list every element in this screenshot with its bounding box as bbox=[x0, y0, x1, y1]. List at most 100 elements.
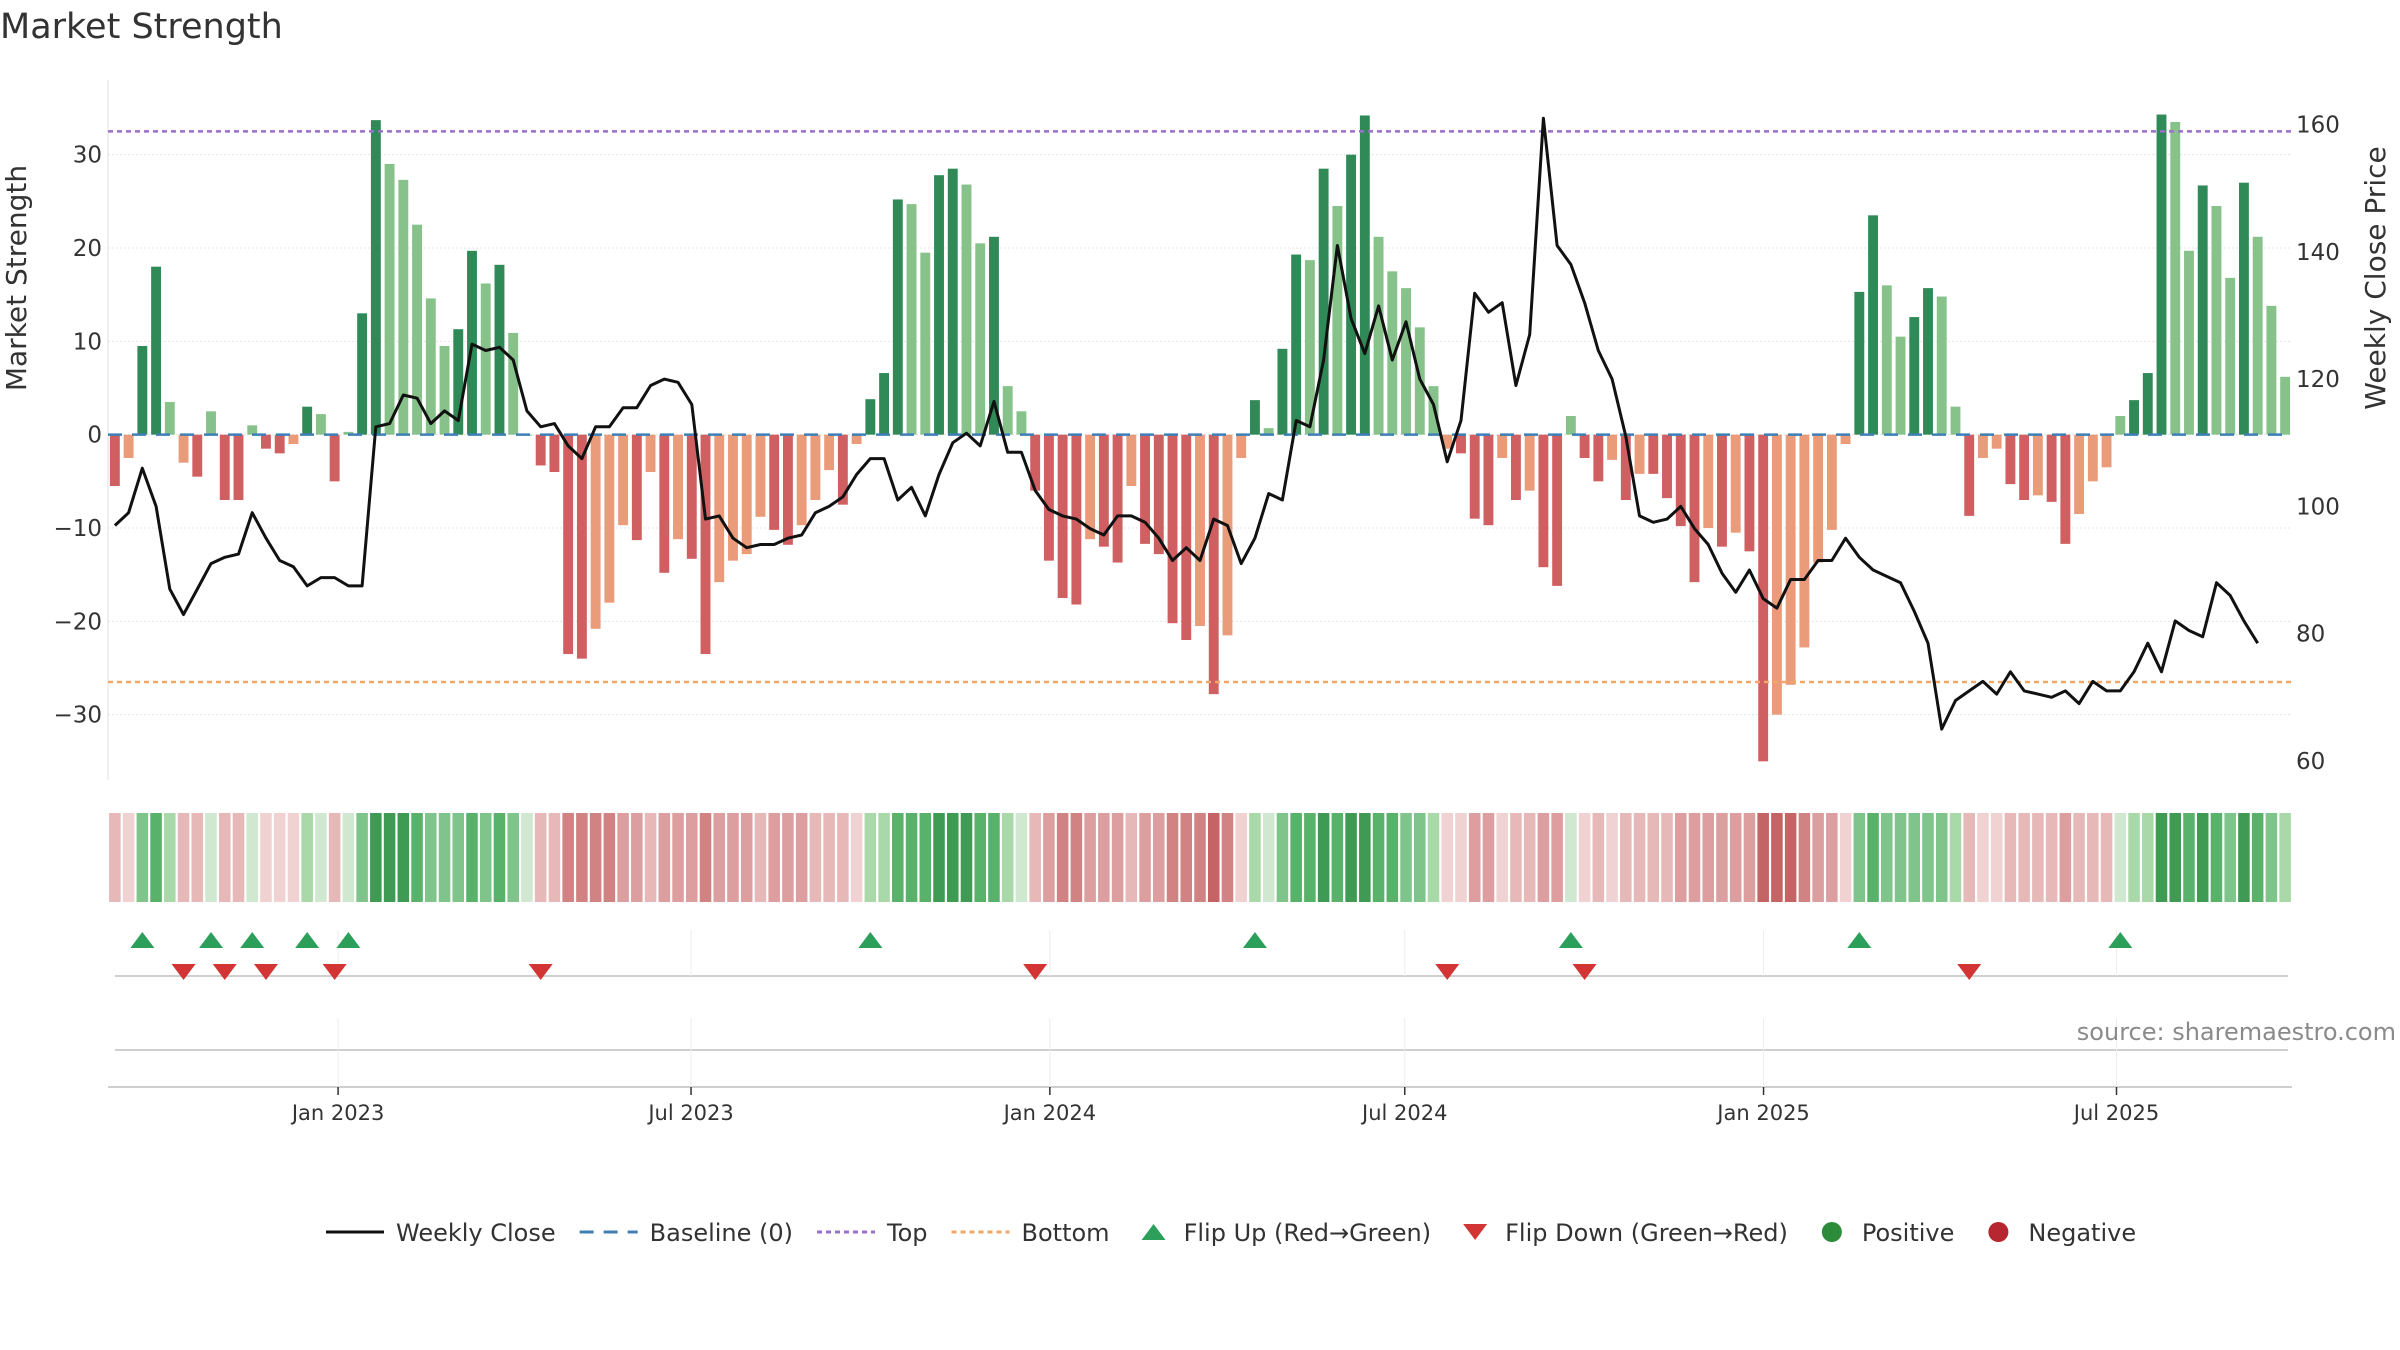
heat-cell bbox=[823, 813, 835, 902]
left-tick-label: 30 bbox=[73, 143, 102, 169]
strength-bar bbox=[1181, 434, 1192, 640]
strength-bar bbox=[1923, 288, 1933, 435]
heat-cell bbox=[2032, 813, 2044, 902]
heat-cell bbox=[2114, 813, 2127, 902]
strength-bar bbox=[947, 168, 958, 435]
left-axis-label: Market Strength bbox=[0, 165, 33, 391]
heat-cell bbox=[782, 813, 794, 902]
heat-cell bbox=[1221, 813, 1234, 902]
heat-cell bbox=[1345, 813, 1357, 902]
strength-bar bbox=[137, 346, 148, 435]
right-axis-ticks: 160 140 120 100 80 60 bbox=[2296, 113, 2340, 775]
flip-down-marker bbox=[1572, 964, 1597, 980]
heat-cell bbox=[246, 813, 258, 902]
strength-bar bbox=[219, 434, 230, 500]
legend-item: Positive bbox=[1821, 1219, 1954, 1247]
strength-bar bbox=[2252, 236, 2263, 435]
heat-cell bbox=[479, 813, 492, 902]
heat-cell bbox=[411, 813, 423, 902]
flip-down-marker bbox=[171, 964, 196, 980]
heat-cell bbox=[287, 813, 300, 902]
heat-cell bbox=[658, 813, 671, 902]
strength-bar bbox=[1030, 434, 1041, 491]
heat-cell bbox=[672, 813, 684, 902]
right-axis-label: Weekly Close Price bbox=[2359, 146, 2392, 409]
heat-cell bbox=[1207, 813, 1220, 902]
strength-bar bbox=[1840, 434, 1851, 444]
heat-cell bbox=[1359, 813, 1371, 902]
strength-bar bbox=[1909, 317, 1920, 435]
heat-cell bbox=[1674, 813, 1687, 902]
strength-bar bbox=[1222, 434, 1233, 636]
strength-bar bbox=[728, 434, 738, 561]
strength-bar bbox=[398, 179, 409, 435]
strength-bar bbox=[247, 425, 258, 435]
heat-cell bbox=[1111, 813, 1124, 902]
strength-bar bbox=[961, 184, 972, 435]
heat-cell bbox=[1688, 813, 1701, 902]
strength-bars bbox=[109, 114, 2291, 762]
heat-cell bbox=[1098, 813, 1110, 902]
legend-swatch bbox=[1988, 1222, 2009, 1242]
heat-cell bbox=[1427, 813, 1440, 902]
heat-cell bbox=[644, 813, 657, 902]
heat-cell bbox=[2087, 813, 2099, 902]
strength-bar bbox=[810, 434, 821, 500]
heat-cell bbox=[576, 813, 588, 902]
strength-bar bbox=[700, 434, 711, 654]
heat-cell bbox=[686, 813, 698, 902]
strength-bar bbox=[1401, 288, 1411, 435]
heat-cell bbox=[1455, 813, 1467, 902]
heat-cell bbox=[1153, 813, 1165, 902]
heat-cell bbox=[2128, 813, 2140, 902]
heat-cell bbox=[452, 813, 465, 902]
heat-cell bbox=[1166, 813, 1179, 902]
heat-cell bbox=[933, 813, 945, 902]
strength-bar bbox=[865, 399, 876, 435]
heat-cell bbox=[1262, 813, 1275, 902]
strength-bar bbox=[1950, 406, 1961, 435]
right-tick-label: 100 bbox=[2296, 494, 2340, 520]
strength-bar bbox=[535, 434, 546, 466]
strength-bar bbox=[261, 434, 271, 449]
strength-bar bbox=[604, 434, 615, 603]
x-tick-label: Jul 2024 bbox=[1360, 1101, 1447, 1125]
strength-bar bbox=[1826, 434, 1837, 530]
legend-swatch bbox=[1141, 1224, 1166, 1240]
heat-cell bbox=[164, 813, 176, 902]
legend-label: Weekly Close bbox=[396, 1219, 556, 1247]
heat-cell bbox=[1578, 813, 1591, 902]
heat-cell bbox=[1523, 813, 1536, 902]
strength-bar bbox=[563, 434, 574, 654]
strength-bar bbox=[686, 434, 697, 559]
heat-cell bbox=[1468, 813, 1481, 902]
heat-cell bbox=[315, 813, 327, 902]
heat-cell bbox=[260, 813, 272, 902]
left-axis-ticks: 30 20 10 0 −10 −20 −30 bbox=[53, 143, 102, 729]
strength-bar bbox=[1016, 411, 1027, 435]
heat-cell bbox=[1963, 813, 1975, 902]
heat-cell bbox=[1757, 813, 1769, 902]
strength-bar bbox=[1744, 434, 1755, 552]
heat-cell bbox=[2238, 813, 2250, 902]
strength-bar bbox=[2087, 434, 2098, 482]
strength-bar bbox=[1785, 434, 1796, 685]
strength-bar bbox=[412, 224, 423, 435]
heat-cell bbox=[905, 813, 918, 902]
strength-bar bbox=[109, 434, 120, 486]
strength-bar bbox=[288, 434, 299, 444]
strength-bar bbox=[2225, 277, 2236, 435]
strength-bar bbox=[1662, 434, 1672, 499]
heat-cell bbox=[109, 813, 121, 902]
heat-cell bbox=[850, 813, 863, 902]
strength-bar bbox=[384, 164, 395, 435]
heat-cell bbox=[2265, 813, 2278, 902]
heat-cell bbox=[768, 813, 780, 902]
strength-bar bbox=[343, 431, 354, 435]
strength-bar bbox=[920, 252, 931, 435]
strength-bar bbox=[714, 434, 725, 583]
heat-cell bbox=[1249, 813, 1261, 902]
strength-bar bbox=[1483, 434, 1494, 526]
strength-bar bbox=[1579, 434, 1590, 458]
strength-bar bbox=[233, 434, 244, 500]
